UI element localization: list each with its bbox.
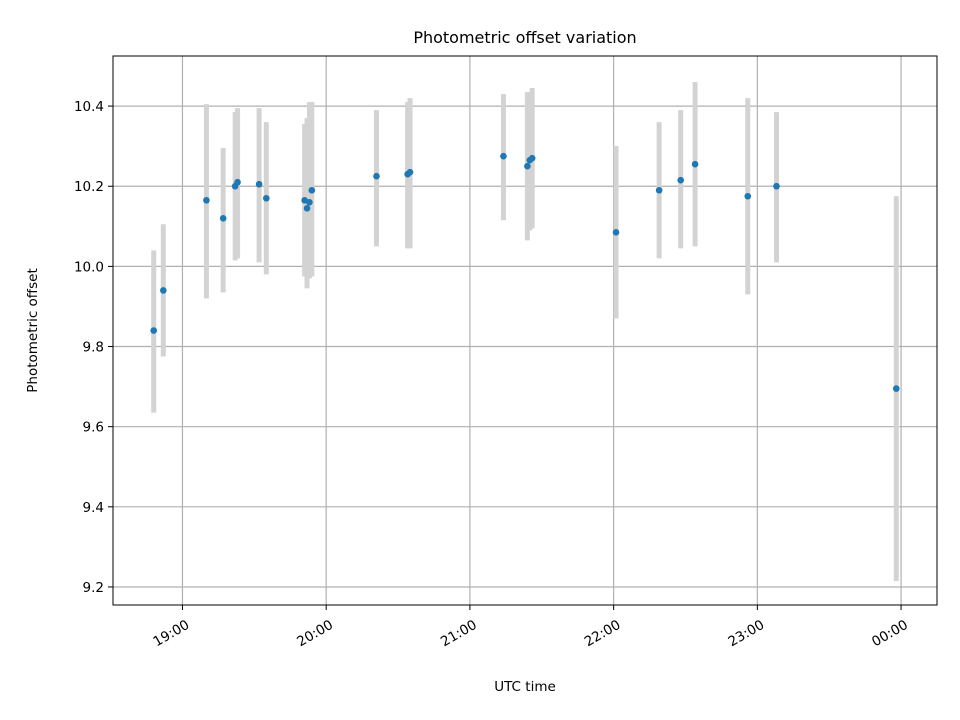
- data-point: [691, 160, 699, 168]
- data-points: [150, 152, 900, 392]
- y-tick-label: 9.8: [83, 340, 104, 356]
- data-point: [744, 192, 752, 200]
- data-point: [773, 182, 780, 190]
- data-point: [203, 196, 210, 204]
- y-tick-label: 9.4: [83, 500, 104, 516]
- data-point: [373, 172, 380, 180]
- x-tick-label: 23:00: [725, 617, 767, 650]
- error-bars: [151, 82, 899, 581]
- x-tick-label: 21:00: [438, 617, 480, 650]
- data-point: [306, 198, 313, 206]
- plot-frame: [112, 55, 938, 606]
- data-point: [528, 154, 536, 162]
- y-tick-label: 9.2: [83, 580, 104, 596]
- x-tick-label: 20:00: [294, 617, 336, 650]
- axis-ticks: 9.2 9.4 9.6 9.8 10.0 10.2 10.4 19:00 20:00 21:00 2…: [74, 99, 911, 650]
- chart-title: Photometric offset variation: [413, 28, 636, 47]
- data-point: [500, 152, 507, 160]
- data-point: [150, 327, 158, 334]
- data-point: [524, 162, 531, 170]
- x-tick-label: 22:00: [582, 617, 624, 650]
- data-point: [308, 186, 316, 194]
- y-tick-label: 10.0: [74, 259, 104, 275]
- data-point: [263, 194, 270, 202]
- data-point: [892, 385, 900, 392]
- data-point: [234, 178, 241, 186]
- y-tick-label: 9.6: [83, 420, 104, 436]
- data-point: [406, 168, 414, 176]
- data-point: [655, 186, 663, 194]
- y-axis-label: Photometric offset: [25, 268, 41, 392]
- data-point: [160, 287, 167, 294]
- data-point: [677, 176, 684, 184]
- y-tick-label: 10.2: [74, 179, 104, 195]
- data-point: [612, 229, 620, 236]
- x-tick-label: 00:00: [869, 617, 911, 650]
- data-point: [303, 204, 311, 212]
- data-point: [219, 214, 227, 222]
- x-axis-label: UTC time: [494, 679, 556, 695]
- y-tick-label: 10.4: [74, 99, 104, 115]
- x-tick-label: 19:00: [151, 617, 193, 650]
- data-point: [255, 180, 263, 188]
